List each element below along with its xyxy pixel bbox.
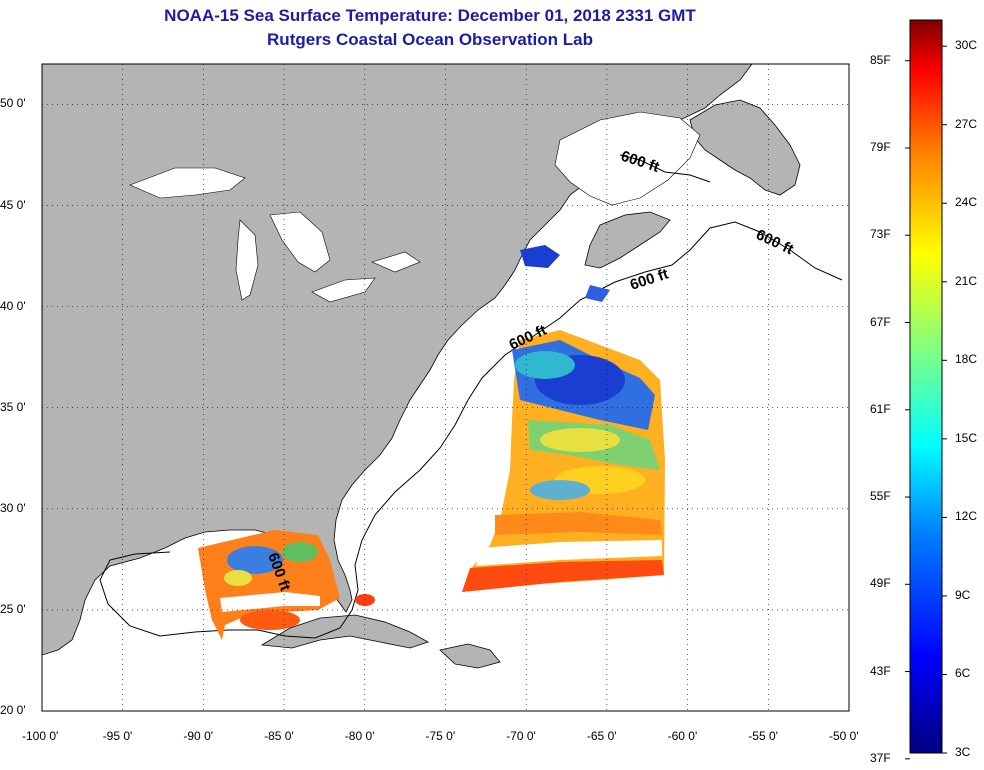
colorbar-label-celsius: 6C [955, 666, 971, 681]
sst-swath-gulf [198, 530, 375, 640]
colorbar-label-fahrenheit: 55F [870, 489, 891, 504]
colorbar-label-celsius: 3C [955, 745, 971, 759]
colorbar-label-fahrenheit: 37F [870, 750, 891, 765]
lon-tick-label: -85 0' [264, 729, 294, 743]
lat-tick-label: 45 0' [0, 197, 26, 212]
colorbar-label-fahrenheit: 73F [870, 227, 891, 242]
sst-swath-atlantic [462, 245, 665, 592]
lon-tick-label: -55 0' [748, 729, 778, 743]
colorbar-label-fahrenheit: 79F [870, 139, 891, 154]
colorbar-label-fahrenheit: 49F [870, 576, 891, 591]
map-title: NOAA-15 Sea Surface Temperature: Decembe… [164, 6, 696, 25]
colorbar-label-celsius: 27C [955, 116, 978, 131]
colorbar-label-fahrenheit: 61F [870, 401, 891, 416]
map-frame [41, 63, 850, 712]
map-subtitle: Rutgers Coastal Ocean Observation Lab [267, 30, 593, 49]
lat-tick-label: 35 0' [0, 399, 26, 414]
colorbar-label-fahrenheit: 43F [870, 663, 891, 678]
colorbar-label-fahrenheit: 67F [870, 314, 891, 329]
lon-tick-label: -50 0' [829, 729, 859, 743]
colorbar-label-celsius: 21C [955, 273, 978, 288]
lat-tick-label: 30 0' [0, 500, 26, 515]
lon-tick-label: -90 0' [183, 729, 214, 743]
colorbar-label-celsius: 18C [955, 352, 978, 367]
lat-tick-label: 25 0' [0, 601, 26, 616]
colorbar-label-celsius: 24C [955, 195, 978, 210]
colorbar-label-celsius: 30C [955, 38, 978, 53]
lon-tick-label: -75 0' [425, 729, 456, 743]
colorbar [909, 19, 943, 754]
colorbar-label-fahrenheit: 85F [870, 52, 891, 67]
lat-tick-label: 50 0' [0, 96, 26, 111]
lon-tick-label: -100 0' [22, 729, 59, 743]
lon-tick-label: -60 0' [667, 729, 698, 743]
lon-tick-label: -70 0' [506, 729, 536, 743]
great-lakes [129, 167, 421, 303]
colorbar-label-celsius: 15C [955, 430, 978, 445]
lon-tick-label: -80 0' [344, 729, 375, 743]
land-nova-scotia [584, 211, 671, 269]
land-cuba [260, 614, 429, 649]
lon-tick-label: -95 0' [102, 729, 133, 743]
isobath-600ft [99, 154, 843, 639]
land-hispaniola [439, 643, 501, 669]
lat-tick-label: 20 0' [0, 703, 26, 717]
lat-tick-label: 40 0' [0, 298, 26, 313]
gulf-st-lawrence [554, 111, 701, 206]
colorbar-label-celsius: 12C [955, 509, 978, 524]
land-newfoundland [689, 99, 801, 196]
lon-tick-label: -65 0' [586, 729, 617, 743]
colorbar-label-celsius: 9C [955, 587, 971, 602]
colorbar-ticks [905, 45, 947, 760]
